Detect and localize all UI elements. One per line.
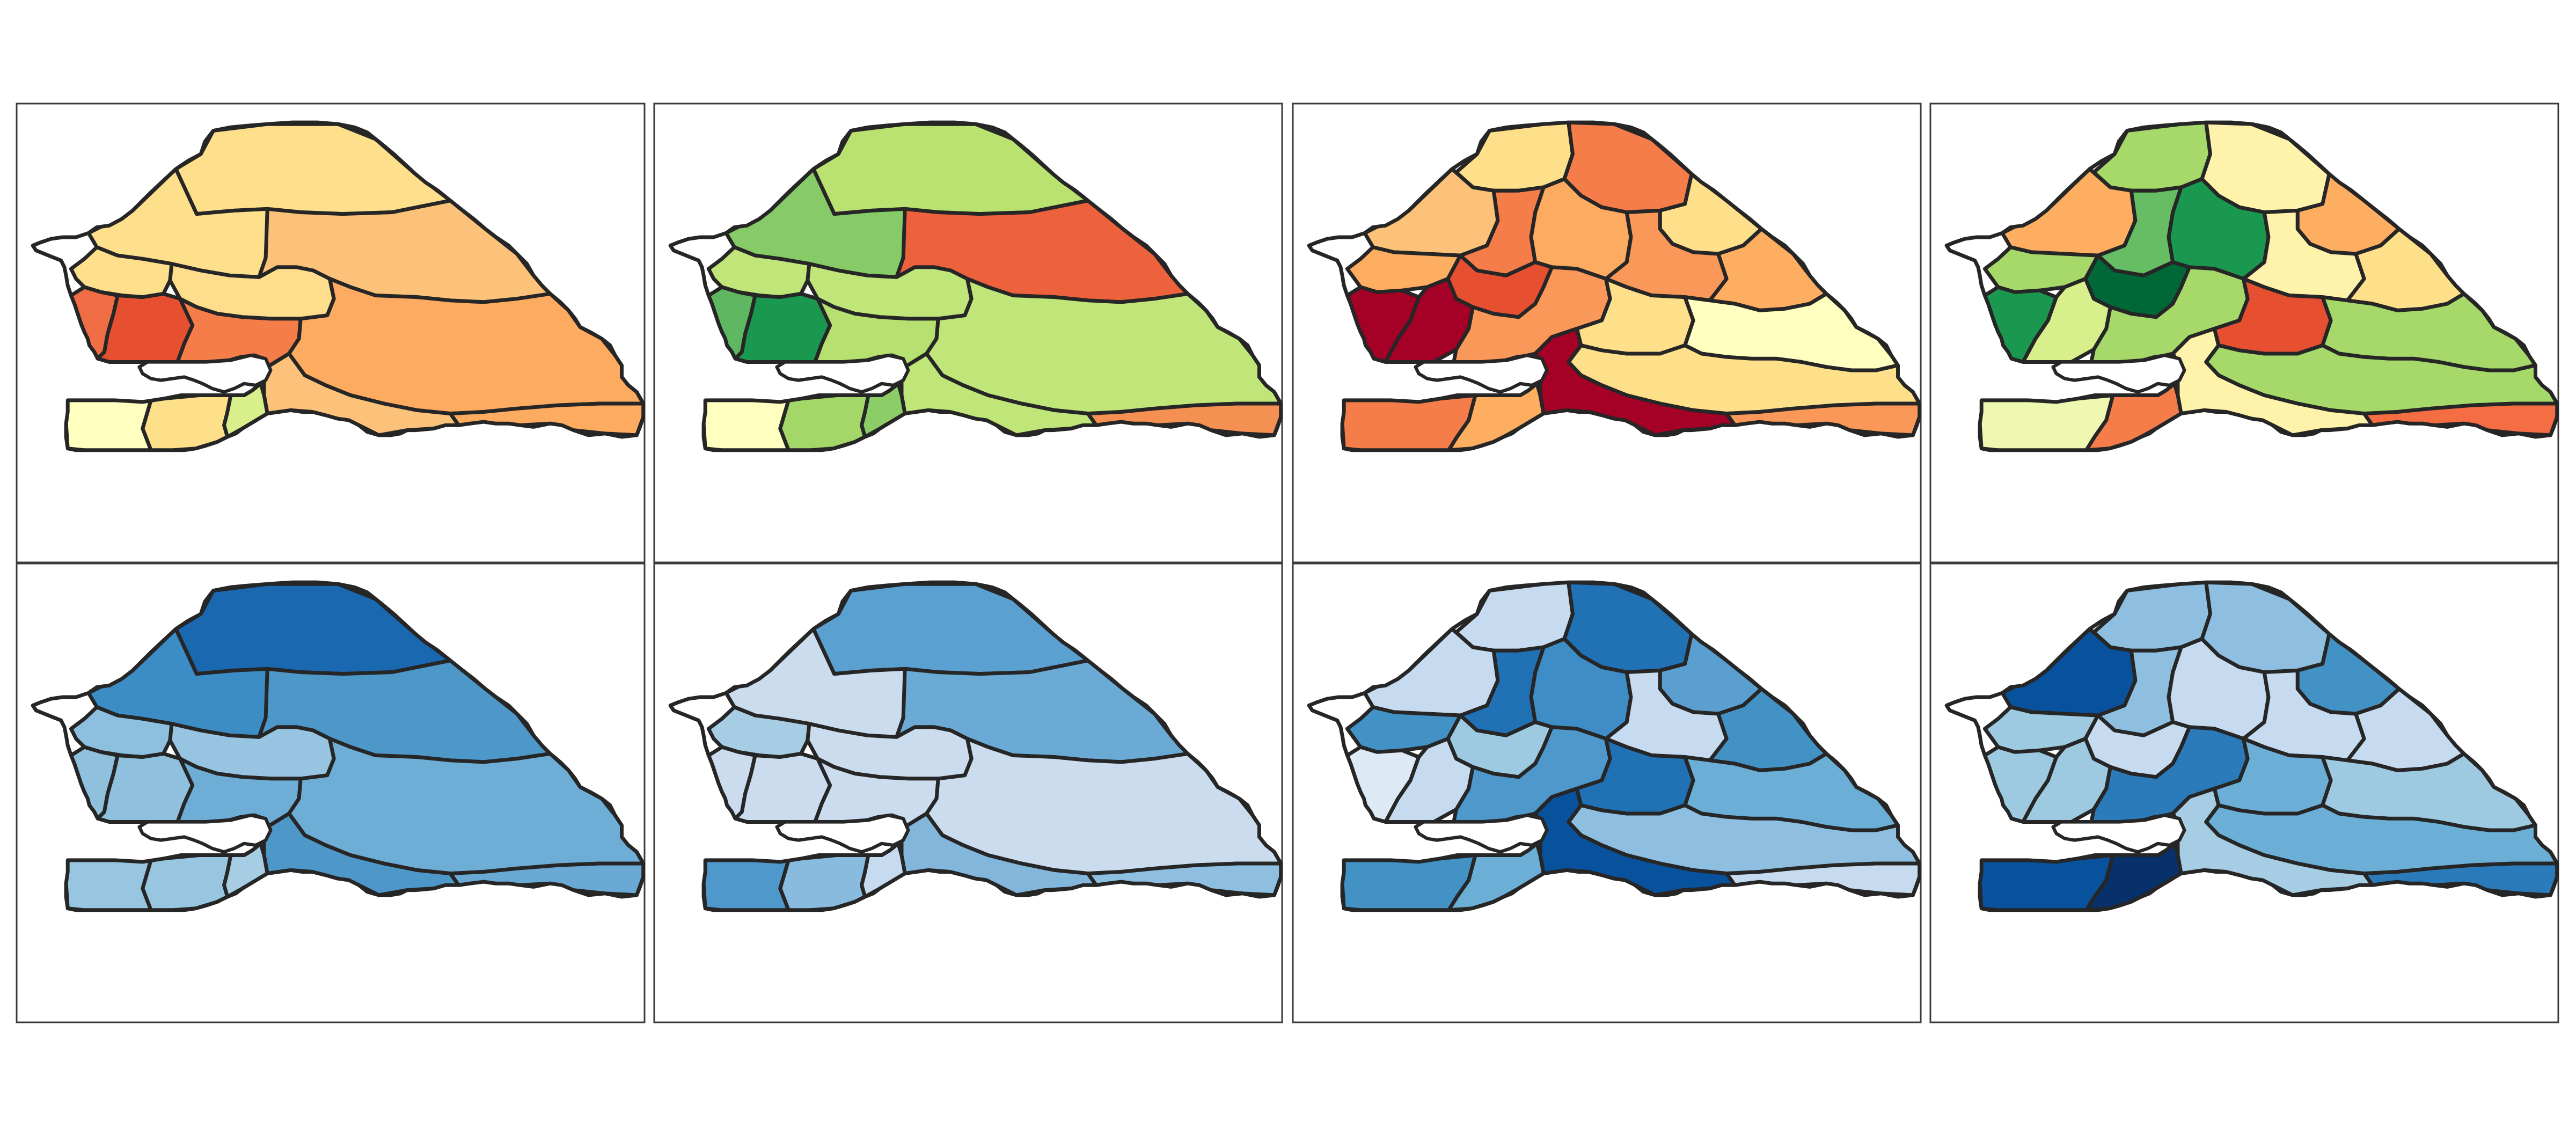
gambia-enclave xyxy=(2051,353,2186,394)
senegal-map xyxy=(31,120,646,452)
admin-area xyxy=(701,398,791,450)
map-panel xyxy=(1292,103,1922,564)
gambia-enclave xyxy=(2051,813,2186,854)
map-panel xyxy=(1929,562,2559,1023)
map-panel xyxy=(653,103,1283,564)
senegal-map xyxy=(668,120,1283,452)
gambia-enclave xyxy=(137,813,273,854)
admin-area xyxy=(64,858,153,910)
gambia-enclave xyxy=(1414,353,1549,394)
map-panel xyxy=(16,562,646,1023)
map-panel xyxy=(1929,103,2559,564)
admin-area xyxy=(1345,705,1462,754)
map-panel xyxy=(1292,562,1922,1023)
gambia-enclave xyxy=(137,353,273,394)
admin-area xyxy=(701,858,791,910)
admin-area xyxy=(1345,245,1462,294)
senegal-map xyxy=(1944,580,2559,912)
senegal-map xyxy=(31,580,646,912)
gambia-enclave xyxy=(1414,813,1549,854)
senegal-map xyxy=(1307,580,1922,912)
gambia-enclave xyxy=(775,353,910,394)
admin-area xyxy=(64,398,153,450)
senegal-map xyxy=(1944,120,2559,452)
admin-area xyxy=(1982,245,2100,294)
senegal-map xyxy=(1307,120,1922,452)
senegal-map xyxy=(668,580,1283,912)
gambia-enclave xyxy=(775,813,910,854)
map-panel xyxy=(16,103,646,564)
map-panels xyxy=(16,103,2559,1023)
map-panel xyxy=(653,562,1283,1023)
admin-area xyxy=(1982,705,2100,754)
